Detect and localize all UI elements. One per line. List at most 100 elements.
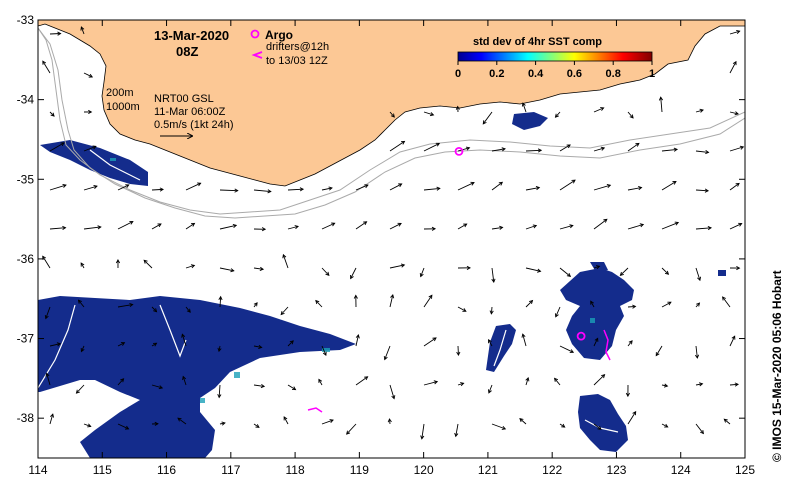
x-tick-label: 116: [157, 463, 176, 477]
current-vector: [559, 179, 576, 191]
colorbar-tick-label: 0.4: [528, 68, 544, 80]
current-vector-head: [460, 382, 465, 387]
isobath-label-200: 200m: [106, 87, 134, 99]
y-axis: -33 -34 -35 -36 -37 -38: [17, 13, 745, 425]
current-vector-head: [432, 337, 437, 342]
current-vector: [83, 185, 98, 191]
current-vector-head: [704, 188, 710, 193]
colorbar-tick-label: 1: [649, 68, 655, 80]
current-vector: [151, 223, 162, 230]
current-vector-head: [739, 145, 745, 150]
current-vector: [519, 418, 527, 425]
map-date: 13-Mar-2020: [154, 28, 229, 43]
current-vector-head: [186, 308, 191, 313]
current-vector-head: [566, 144, 571, 149]
current-vector-head: [625, 392, 630, 398]
current-vector-head: [431, 226, 437, 231]
current-vector: [83, 145, 97, 152]
current-vector: [525, 187, 540, 191]
current-vector-head: [158, 385, 164, 390]
current-vector-head: [429, 112, 435, 117]
current-vector-head: [129, 302, 134, 308]
current-vector-head: [738, 222, 743, 227]
current-vector-head: [731, 335, 736, 340]
current-vector-head: [597, 425, 602, 430]
current-vector: [555, 111, 561, 118]
current-vector-head: [218, 295, 223, 301]
current-vector: [522, 334, 527, 347]
isobath-contours: [38, 27, 745, 219]
x-tick-label: 122: [542, 463, 562, 477]
current-vector: [660, 97, 663, 113]
argo-legend-icon: [250, 29, 260, 39]
current-vector: [151, 188, 164, 191]
current-vector-head: [42, 60, 47, 65]
current-vector-head: [554, 313, 559, 318]
current-vector: [555, 306, 561, 317]
current-vector-head: [217, 394, 222, 399]
drifter-legend-line2: to 13/03 12Z: [266, 55, 328, 67]
current-vector-head: [232, 223, 238, 229]
current-vector-head: [350, 274, 354, 280]
current-vector: [253, 345, 262, 348]
current-vector-head: [88, 109, 93, 115]
current-vector: [49, 414, 54, 425]
current-vector: [117, 221, 134, 230]
current-vector-head: [537, 268, 542, 273]
current-vector: [185, 306, 191, 313]
current-vector: [491, 267, 495, 283]
current-vector-head: [260, 383, 266, 389]
current-vector-head: [125, 184, 130, 189]
current-vector-head: [470, 181, 475, 186]
current-vector: [321, 267, 330, 276]
current-vector: [321, 187, 333, 191]
current-vector-head: [521, 333, 526, 338]
current-vector: [117, 342, 125, 347]
current-vector-head: [181, 333, 186, 338]
current-vector: [729, 61, 737, 74]
current-vector-head: [390, 294, 395, 299]
current-vector-head: [282, 253, 287, 259]
current-vector-head: [482, 120, 487, 125]
current-vector: [287, 188, 304, 191]
y-tick-label: -35: [17, 172, 35, 186]
current-vector-head: [153, 308, 158, 313]
current-vector: [389, 111, 395, 118]
current-vector: [49, 142, 65, 152]
current-vector: [49, 111, 55, 117]
current-vector-head: [331, 222, 336, 227]
x-tick-label: 114: [28, 463, 47, 477]
current-vector: [181, 334, 187, 347]
current-vector: [627, 142, 640, 152]
current-vector-head: [420, 435, 425, 440]
current-vector: [389, 140, 405, 152]
current-vector-head: [488, 338, 492, 344]
current-vector: [488, 339, 493, 347]
current-vector-head: [664, 270, 670, 275]
current-vector-head: [390, 113, 395, 118]
current-vector-head: [45, 372, 50, 377]
current-vector: [729, 30, 740, 35]
current-vector: [49, 227, 66, 230]
current-vector: [455, 423, 459, 437]
current-vector: [491, 226, 503, 230]
current-vector: [80, 26, 85, 35]
current-vector-head: [328, 186, 333, 191]
current-vector-head: [698, 382, 704, 387]
current-vector-head: [97, 225, 102, 230]
current-vector: [593, 338, 599, 347]
current-vector: [346, 423, 357, 435]
current-vector-head: [157, 223, 162, 228]
current-vector: [218, 384, 221, 398]
current-vector-head: [80, 262, 85, 267]
current-vector: [253, 189, 271, 192]
current-vector: [593, 265, 600, 269]
current-vector-head: [705, 150, 710, 155]
current-vector: [491, 148, 506, 152]
current-vector: [287, 340, 294, 347]
current-vector: [117, 378, 124, 386]
current-vector: [695, 345, 698, 359]
drifter-legend-icon: [251, 51, 263, 59]
x-tick-label: 121: [478, 463, 498, 477]
current-vector-head: [639, 223, 645, 228]
